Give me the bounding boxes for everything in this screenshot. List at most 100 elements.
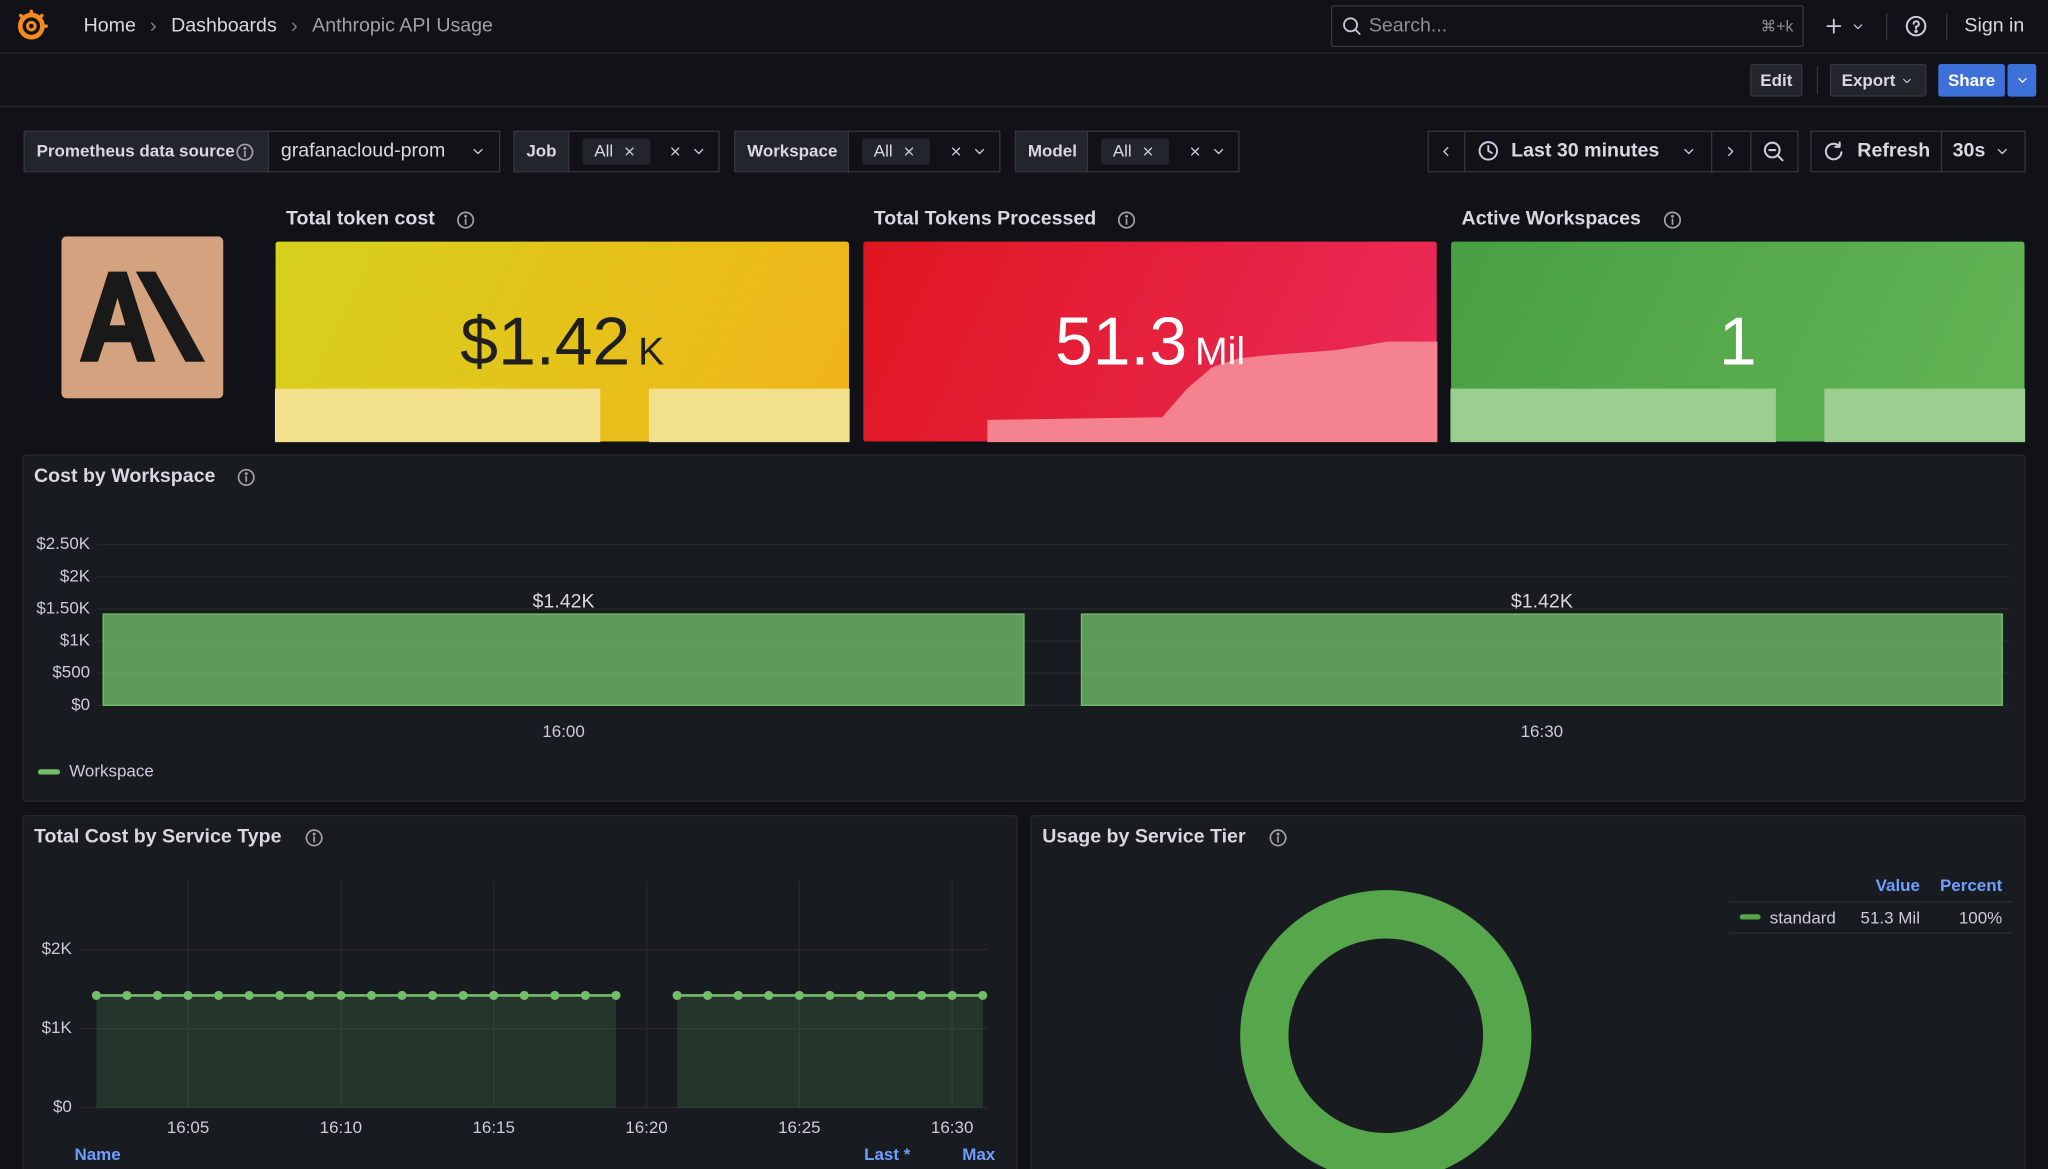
variable-label: Model: [1014, 130, 1088, 173]
icon-graphic: [1663, 211, 1682, 229]
divider: [1886, 13, 1888, 41]
icon-graphic: [951, 147, 961, 156]
icon-graphic: [974, 148, 985, 155]
variable-select[interactable]: All: [847, 130, 1001, 173]
icon-graphic: [1824, 141, 1843, 161]
variable-select[interactable]: All: [568, 130, 720, 173]
value-chip[interactable]: All: [862, 138, 930, 165]
breadcrumb: Anthropic API Usage: [312, 14, 493, 37]
icon-graphic: [1343, 17, 1361, 35]
icon-graphic: [1269, 829, 1287, 847]
time-back[interactable]: [1427, 130, 1466, 173]
value-chip[interactable]: All: [582, 138, 651, 165]
grafana-logo[interactable]: [14, 9, 48, 43]
add-button[interactable]: [1823, 16, 1844, 37]
variable-label-text: Workspace: [747, 141, 838, 161]
legend-row[interactable]: [1729, 901, 2012, 934]
icon-graphic: [1903, 78, 1911, 84]
info-icon[interactable]: [456, 210, 476, 230]
info-icon[interactable]: [1117, 210, 1137, 230]
time-picker[interactable]: [1464, 130, 1713, 173]
panel-title: Usage by Service Tier: [1042, 825, 1246, 848]
top-bar: [0, 0, 2048, 54]
share-dropdown[interactable]: [2007, 63, 2037, 97]
variable-value: All: [594, 141, 614, 161]
clear-button[interactable]: [667, 144, 683, 160]
variable-select[interactable]: All: [1086, 130, 1240, 173]
export-label: Export: [1841, 70, 1896, 91]
icon-graphic: [694, 148, 704, 155]
icon-graphic: [1997, 148, 2007, 155]
info-icon[interactable]: [235, 142, 255, 162]
variable-value: grafanacloud-prom: [280, 139, 446, 162]
legend-header[interactable]: Percent: [1939, 875, 2003, 895]
variable-label: Prometheus data source: [23, 130, 270, 173]
chevron-right: [1723, 144, 1739, 160]
icon-graphic: [1684, 148, 1694, 155]
logo-a: [79, 271, 156, 362]
help-button[interactable]: [1904, 14, 1928, 38]
divider: [1816, 66, 1819, 95]
share-dropdown-icon: [2015, 73, 2029, 87]
icon-graphic: [1727, 146, 1734, 157]
icon-graphic: [1905, 15, 1927, 37]
variable-select[interactable]: grafanacloud-prom: [267, 130, 501, 173]
legend-value: 51.3 Mil: [1860, 907, 1920, 928]
breadcrumb[interactable]: Home: [83, 14, 136, 37]
zoom-out[interactable]: [1750, 130, 1799, 173]
icon-graphic: [17, 9, 48, 40]
stat-unit: Mil: [1195, 330, 1246, 374]
info-icon[interactable]: [236, 468, 256, 488]
search-placeholder: Search...: [1368, 14, 1448, 37]
refresh-button[interactable]: [1810, 130, 1943, 173]
interval-chevron: [1994, 144, 2010, 160]
sign-in[interactable]: Sign in: [1964, 14, 2025, 37]
edit-button[interactable]: Edit: [1750, 63, 1803, 97]
time-chevron: [1681, 144, 1697, 160]
info-icon[interactable]: [1663, 210, 1683, 230]
panel: [1030, 815, 2026, 1169]
breadcrumb-separator: [146, 20, 160, 34]
search-box[interactable]: [1330, 5, 1804, 48]
export-button[interactable]: Export: [1829, 63, 1927, 97]
icon-graphic: [237, 468, 255, 486]
panel-title: Total token cost: [286, 207, 435, 230]
legend-header[interactable]: Name: [74, 1144, 121, 1164]
icon-graphic: [473, 148, 483, 155]
icon-graphic: [1443, 146, 1449, 157]
search-icon: [1341, 16, 1362, 37]
panel: [22, 815, 1018, 1169]
refresh-interval[interactable]: [1940, 130, 2026, 173]
stat-unit: K: [638, 330, 665, 374]
legend-header[interactable]: Value: [1875, 875, 1920, 895]
variable-label-text: Prometheus data source: [36, 141, 235, 161]
share-button[interactable]: Share: [1938, 63, 2005, 97]
select-chevron: [691, 144, 707, 160]
panel-title: Active Workspaces: [1461, 207, 1641, 230]
chip-remove[interactable]: [1140, 144, 1156, 160]
chip-remove[interactable]: [901, 144, 917, 160]
info-icon[interactable]: [304, 828, 324, 848]
chip-remove[interactable]: [622, 144, 638, 160]
breadcrumb[interactable]: Dashboards: [171, 14, 277, 37]
stat-number: 51.3: [1054, 304, 1188, 381]
stat-value: 1: [1451, 295, 2024, 389]
value-chip[interactable]: All: [1101, 138, 1169, 165]
clear-button[interactable]: [1187, 144, 1203, 160]
info-icon[interactable]: [1268, 828, 1288, 848]
add-dropdown[interactable]: [1851, 20, 1865, 34]
icon-graphic: [671, 147, 680, 156]
icon-graphic: [904, 147, 914, 156]
icon-graphic: [236, 143, 254, 161]
legend-header[interactable]: Last *: [864, 1144, 911, 1164]
logo-slash: [135, 271, 206, 362]
select-chevron: [972, 144, 988, 160]
clear-button[interactable]: [948, 144, 964, 160]
stat-number: 1: [1718, 304, 1757, 381]
select-chevron: [1211, 144, 1227, 160]
legend-header[interactable]: Max: [962, 1144, 996, 1164]
time-forward[interactable]: [1711, 130, 1752, 173]
icon-graphic: [1190, 147, 1200, 156]
